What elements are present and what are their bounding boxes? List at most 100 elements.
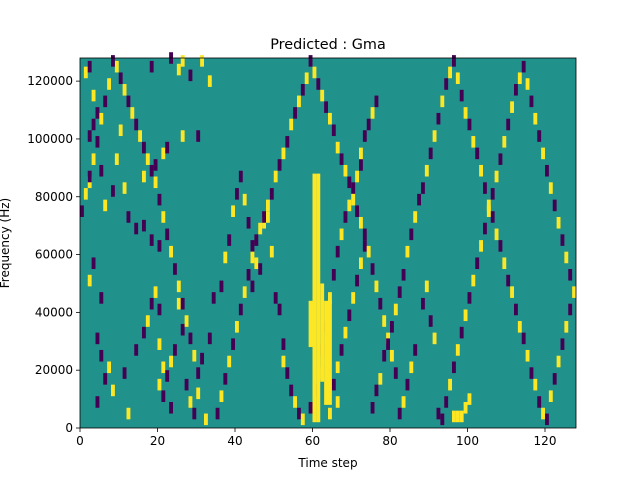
low-cell	[142, 141, 146, 154]
high-cell	[347, 199, 352, 212]
high-cell	[510, 286, 514, 298]
high-cell	[517, 321, 522, 333]
low-cell	[428, 315, 433, 327]
low-cell	[238, 170, 243, 183]
high-cell	[390, 349, 394, 362]
high-cell	[184, 315, 189, 327]
low-cell	[331, 269, 336, 281]
high-cell	[153, 286, 158, 298]
low-cell	[397, 286, 402, 298]
high-cell	[564, 251, 569, 264]
high-cell	[382, 315, 387, 327]
x-tick-label: 100	[456, 434, 479, 448]
low-cell	[370, 401, 375, 414]
low-cell	[498, 240, 503, 252]
high-cell	[370, 107, 375, 119]
high-cell	[432, 130, 437, 142]
high-cell	[556, 355, 561, 368]
low-cell	[250, 240, 255, 252]
low-cell	[118, 72, 123, 85]
low-cell	[386, 338, 390, 350]
high-cell	[351, 292, 356, 304]
low-cell	[149, 297, 154, 310]
low-cell	[165, 228, 170, 241]
high-cell	[424, 164, 429, 177]
low-cell	[95, 136, 100, 148]
low-cell	[87, 60, 92, 73]
low-cell	[405, 378, 410, 391]
high-cell	[254, 257, 259, 270]
low-cell	[122, 367, 127, 379]
high-cell	[471, 274, 476, 287]
high-cell	[223, 251, 228, 264]
high-cell	[126, 407, 131, 420]
high-cell	[258, 222, 263, 235]
low-cell	[126, 95, 131, 108]
low-cell	[153, 159, 158, 171]
low-cell	[335, 245, 340, 258]
low-cell	[421, 297, 425, 310]
high-cell	[176, 63, 181, 76]
low-cell	[374, 95, 379, 108]
high-cell	[471, 136, 476, 148]
low-cell	[192, 407, 197, 420]
high-band	[328, 300, 332, 405]
high-cell	[455, 344, 460, 356]
high-cell	[130, 107, 135, 119]
high-cell	[180, 55, 185, 67]
low-cell	[339, 153, 344, 165]
low-cell	[370, 263, 375, 275]
low-cell	[196, 130, 201, 142]
high-cell	[355, 170, 359, 183]
low-cell	[452, 361, 456, 374]
y-axis-label: Frequency (Hz)	[0, 198, 12, 289]
high-cell	[250, 251, 255, 264]
low-cell	[521, 60, 526, 73]
low-cell	[417, 193, 421, 206]
low-cell	[99, 292, 104, 304]
low-cell	[475, 147, 480, 160]
low-cell	[401, 269, 406, 281]
high-cell	[405, 245, 410, 258]
high-cell	[502, 136, 507, 148]
high-cell	[242, 286, 247, 298]
high-cell	[548, 390, 553, 402]
high-cell	[510, 101, 514, 113]
high-cell	[242, 193, 247, 206]
low-cell	[428, 147, 433, 160]
low-cell	[331, 124, 336, 137]
low-cell	[149, 164, 154, 177]
high-cell	[525, 349, 530, 362]
high-cell	[463, 309, 468, 322]
x-tick-label: 0	[76, 434, 84, 448]
high-cell	[103, 199, 108, 212]
low-cell	[184, 378, 189, 391]
high-cell	[517, 72, 522, 85]
x-tick-label: 60	[305, 434, 320, 448]
low-cell	[300, 84, 305, 96]
low-cell	[459, 89, 464, 102]
low-cell	[289, 384, 294, 397]
high-cell	[401, 396, 406, 408]
high-cell	[564, 321, 569, 333]
high-cell	[343, 326, 348, 339]
high-cell	[87, 274, 92, 287]
low-cell	[173, 263, 177, 275]
x-tick-label: 40	[227, 434, 242, 448]
low-cell	[347, 309, 352, 322]
high-cell	[328, 292, 332, 304]
low-cell	[514, 84, 518, 96]
low-cell	[293, 107, 297, 119]
low-cell	[552, 199, 557, 212]
high-cell	[118, 124, 123, 137]
low-cell	[521, 332, 526, 345]
high-cell	[99, 112, 104, 125]
high-cell	[281, 355, 286, 368]
low-cell	[180, 297, 185, 310]
low-cell	[87, 130, 92, 142]
high-cell	[188, 396, 193, 408]
high-cell	[83, 188, 88, 200]
low-cell	[235, 188, 239, 200]
low-cell	[490, 188, 495, 200]
high-cell	[114, 153, 119, 165]
